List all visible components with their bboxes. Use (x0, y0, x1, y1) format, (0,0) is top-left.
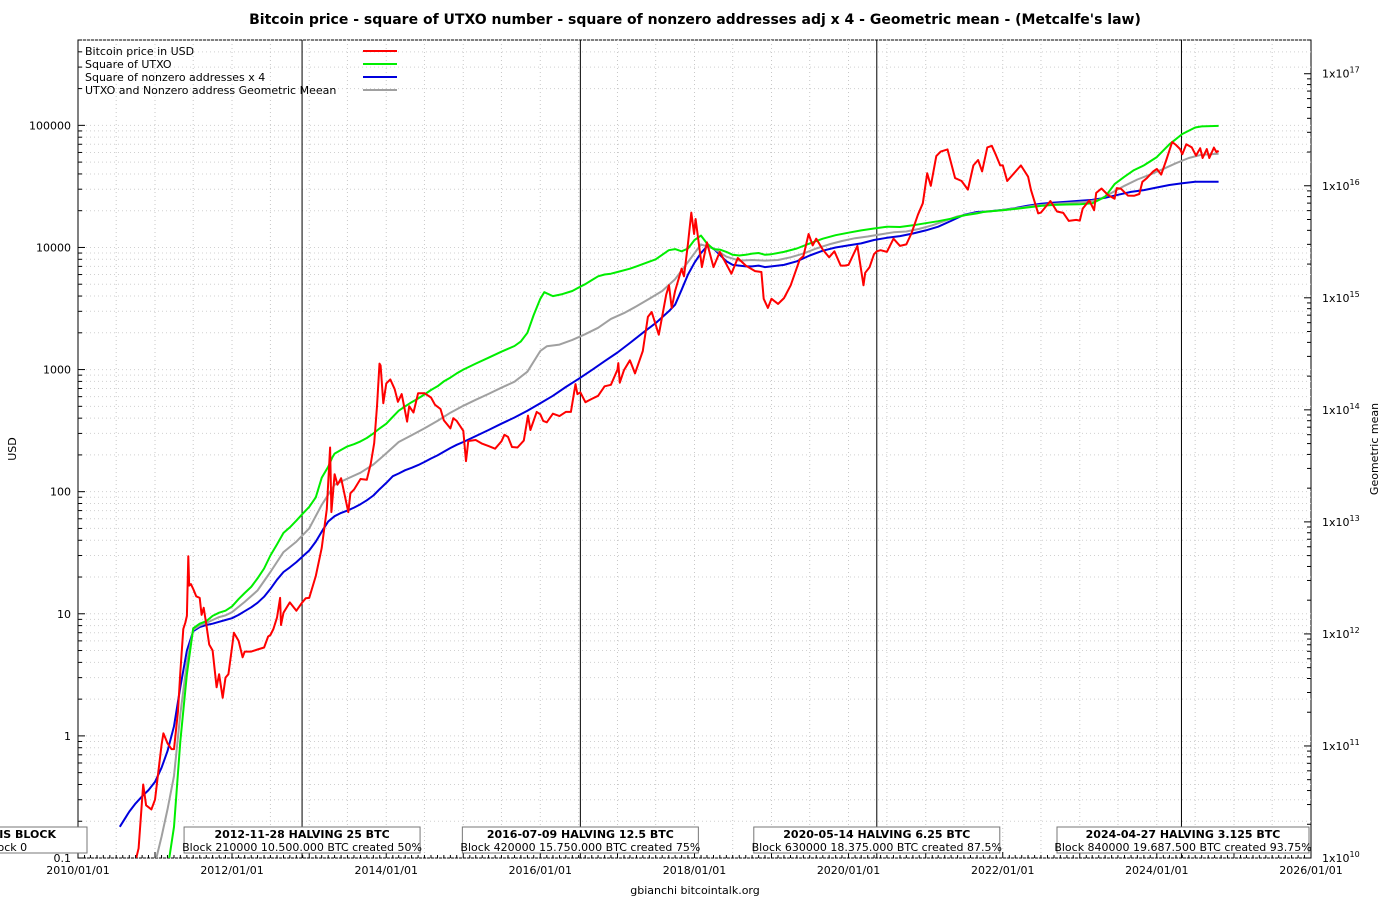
halving-box (461, 826, 699, 854)
x-tick-label: 2010/01/01 (46, 864, 109, 877)
halving-title: 2024-04-27 HALVING 3.125 BTC (1086, 828, 1281, 841)
y-axis-label-right: Geometric mean (1368, 403, 1381, 495)
halving-annotations: GENESIS BLOCKBlock 0 2012-11-28 HALVING 2… (0, 826, 1312, 854)
halving-title: 2012-11-28 HALVING 25 BTC (214, 828, 389, 841)
y-tick-label-left: 10000 (36, 241, 71, 254)
y-axis-label-left: USD (6, 437, 19, 461)
halving-title: 2016-07-09 HALVING 12.5 BTC (487, 828, 674, 841)
x-tick-label: 2014/01/01 (355, 864, 418, 877)
x-tick-label: 2012/01/01 (200, 864, 263, 877)
grid-lines (78, 39, 1311, 859)
halving-title: 2020-05-14 HALVING 6.25 BTC (783, 828, 970, 841)
y-tick-label-left: 10 (57, 608, 71, 621)
y-tick-label-left: 100 (50, 486, 71, 499)
series-layer (118, 124, 1220, 858)
y-tick-label-right: 1x1016 (1322, 178, 1360, 193)
legend-label: Square of nonzero addresses x 4 (85, 71, 265, 84)
x-tick-label: 2022/01/01 (971, 864, 1034, 877)
halving-title: GENESIS BLOCK (0, 828, 56, 841)
chart-title: Bitcoin price - square of UTXO number - … (249, 12, 1141, 28)
halving-detail: Block 210000 10.500.000 BTC created 50% (182, 841, 422, 854)
legend-label: Bitcoin price in USD (85, 45, 194, 58)
halving-box (753, 826, 1001, 854)
halving-box (0, 826, 88, 854)
series-line-1 (168, 124, 1219, 858)
x-tick-label: 2024/01/01 (1125, 864, 1188, 877)
legend-label: UTXO and Nonzero address Geometric Meean (85, 84, 336, 97)
halving-annotation: GENESIS BLOCKBlock 0 (0, 826, 88, 854)
halving-detail: Block 0 (0, 841, 27, 854)
halving-lines (301, 40, 1182, 858)
axis-ticks: 2010/01/01 2012/01/01 2014/01/01 2016/01/01… (29, 39, 1360, 877)
x-tick-label: 2016/01/01 (509, 864, 572, 877)
y-tick-label-right: 1x1010 (1322, 850, 1360, 865)
y-tick-label-right: 1x1014 (1322, 402, 1360, 417)
y-tick-label-right: 1x1017 (1322, 66, 1360, 81)
y-tick-label-right: 1x1012 (1322, 626, 1360, 641)
halving-box (1056, 826, 1310, 854)
series-line-2 (118, 180, 1219, 828)
y-tick-label-right: 1x1015 (1322, 290, 1360, 305)
y-tick-label-left: 1 (64, 730, 71, 743)
y-tick-label-left: 1000 (43, 364, 71, 377)
x-tick-label: 2026/01/01 (1279, 864, 1342, 877)
x-tick-label: 2020/01/01 (817, 864, 880, 877)
halving-box (183, 826, 421, 854)
y-tick-label-left: 0.1 (54, 852, 72, 865)
halving-detail: Block 420000 15.750.000 BTC created 75% (460, 841, 700, 854)
legend-label: Square of UTXO (85, 58, 172, 71)
x-tick-label: 2018/01/01 (663, 864, 726, 877)
y-tick-label-right: 1x1013 (1322, 514, 1360, 529)
halving-detail: Block 840000 19.687.500 BTC created 93.7… (1054, 841, 1311, 854)
chart-credit: gbianchi bitcointalk.org (630, 884, 759, 897)
y-tick-label-right: 1x1011 (1322, 738, 1360, 753)
y-tick-label-left: 100000 (29, 119, 71, 132)
halving-detail: Block 630000 18.375.000 BTC created 87.5… (752, 841, 1002, 854)
series-line-0 (135, 141, 1220, 858)
